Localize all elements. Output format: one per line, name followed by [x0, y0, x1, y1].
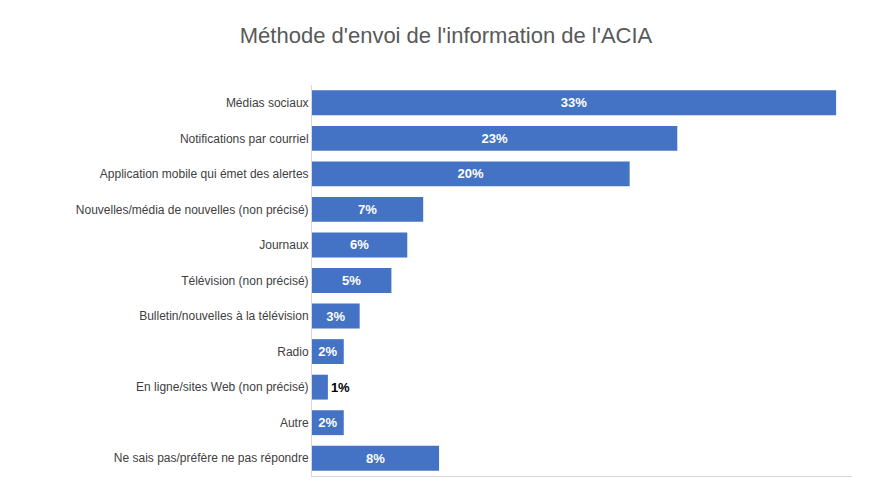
svg-text:Méthode d'envoi de l'informati: Méthode d'envoi de l'information de l'AC… — [240, 23, 653, 48]
svg-text:20%: 20% — [458, 166, 484, 181]
svg-text:2%: 2% — [318, 344, 337, 359]
svg-text:Télévision (non précisé): Télévision (non précisé) — [181, 274, 308, 288]
svg-text:6%: 6% — [350, 237, 369, 252]
svg-text:8%: 8% — [366, 451, 385, 466]
svg-text:Nouvelles/média de nouvelles (: Nouvelles/média de nouvelles (non précis… — [76, 203, 309, 217]
svg-text:5%: 5% — [342, 273, 361, 288]
svg-text:Médias sociaux: Médias sociaux — [226, 96, 309, 110]
svg-text:Application mobile qui émet de: Application mobile qui émet des alertes — [100, 167, 309, 181]
svg-text:Notifications par courriel: Notifications par courriel — [180, 132, 309, 146]
svg-text:Journaux: Journaux — [259, 238, 308, 252]
svg-text:1%: 1% — [331, 380, 350, 395]
svg-text:Radio: Radio — [277, 345, 309, 359]
svg-text:7%: 7% — [358, 202, 377, 217]
svg-text:Bulletin/nouvelles à la télévi: Bulletin/nouvelles à la télévision — [139, 309, 308, 323]
svg-text:Autre: Autre — [280, 416, 309, 430]
svg-text:2%: 2% — [318, 415, 337, 430]
svg-text:Ne sais pas/préfère ne pas rép: Ne sais pas/préfère ne pas répondre — [114, 451, 309, 465]
svg-text:En ligne/sites Web (non précis: En ligne/sites Web (non précisé) — [136, 380, 309, 394]
svg-text:33%: 33% — [561, 95, 587, 110]
svg-text:3%: 3% — [326, 309, 345, 324]
svg-text:23%: 23% — [481, 131, 507, 146]
